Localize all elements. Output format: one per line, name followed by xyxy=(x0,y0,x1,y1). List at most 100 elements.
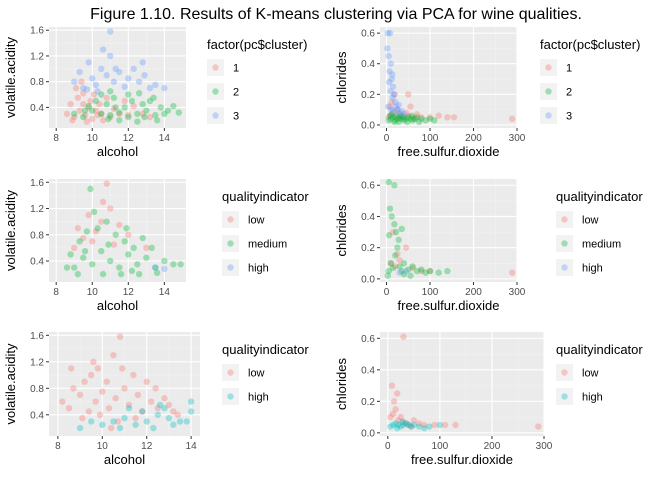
legend-key-point xyxy=(227,369,234,376)
data-point xyxy=(396,263,403,270)
data-point xyxy=(99,46,107,53)
y-tick-label: 0.8 xyxy=(30,230,44,241)
x-tick-label: 100 xyxy=(422,133,439,144)
figure-title: Figure 1.10. Results of K-means clusteri… xyxy=(90,6,582,23)
data-point xyxy=(387,115,395,123)
data-point xyxy=(139,408,146,415)
data-point xyxy=(119,365,126,372)
data-point xyxy=(389,264,397,272)
data-point xyxy=(105,404,113,412)
data-point xyxy=(128,267,136,275)
legend-key-point xyxy=(212,88,219,95)
data-point xyxy=(96,100,103,108)
data-point xyxy=(388,98,395,106)
data-point xyxy=(132,421,139,428)
data-point xyxy=(116,424,124,432)
data-point xyxy=(112,231,119,238)
legend-title: factor(pc$cluster) xyxy=(540,37,640,52)
x-tick-label: 300 xyxy=(509,133,526,144)
data-point xyxy=(444,267,451,275)
y-tick-label: 1.2 xyxy=(30,357,44,368)
data-point xyxy=(402,267,410,275)
y-axis-label: chlorides xyxy=(334,357,349,410)
data-point xyxy=(98,91,105,98)
data-point xyxy=(394,244,401,251)
data-point xyxy=(99,388,106,395)
data-point xyxy=(141,113,148,121)
data-point xyxy=(387,260,395,267)
data-point xyxy=(110,78,118,85)
data-point xyxy=(85,211,92,219)
x-tick-label: 0 xyxy=(385,441,391,452)
data-point xyxy=(103,94,110,101)
data-point xyxy=(170,408,177,415)
data-point xyxy=(385,231,393,239)
data-point xyxy=(409,263,416,270)
legend-key-point xyxy=(227,393,234,400)
data-point xyxy=(130,65,137,73)
data-point xyxy=(152,264,159,271)
legend-label: low xyxy=(582,215,599,227)
data-point xyxy=(112,104,119,111)
data-point xyxy=(150,94,157,101)
data-point xyxy=(402,420,410,427)
y-tick-label: 0.4 xyxy=(361,212,375,223)
data-point xyxy=(399,418,406,426)
data-point xyxy=(71,244,78,252)
x-tick-label: 200 xyxy=(465,287,482,298)
x-tick-label: 8 xyxy=(55,441,61,452)
x-tick-label: 0 xyxy=(384,287,390,298)
data-point xyxy=(384,45,391,52)
y-tick-label: 1.2 xyxy=(30,204,44,215)
data-point xyxy=(421,421,428,429)
legend-key xyxy=(222,388,239,405)
data-point xyxy=(107,52,114,60)
data-point xyxy=(67,251,74,258)
data-point xyxy=(386,112,394,119)
data-point xyxy=(98,110,105,118)
x-axis-label: alcohol xyxy=(97,298,138,313)
data-point xyxy=(78,78,85,85)
data-point xyxy=(92,107,100,114)
chart-panel-3: 8 10 12 14 0.4 0.8 1.2 1.6 alcohol volatile.acidi… xyxy=(3,178,309,313)
data-point xyxy=(384,272,392,279)
y-tick-label: 1.6 xyxy=(30,178,44,189)
data-point xyxy=(99,198,107,206)
chart-panel-1: 8 10 12 140.40.81.21.6alcoholvolatile.acidi… xyxy=(3,26,307,159)
data-point xyxy=(139,59,146,66)
data-point xyxy=(135,270,143,278)
data-point xyxy=(74,270,82,278)
data-point xyxy=(89,75,96,82)
data-point xyxy=(80,84,87,92)
data-point xyxy=(152,385,159,392)
data-point xyxy=(156,401,164,409)
data-point xyxy=(90,91,98,98)
data-point xyxy=(413,114,421,121)
y-tick-label: 0.2 xyxy=(361,90,375,101)
data-point xyxy=(139,234,146,242)
data-point xyxy=(384,29,392,37)
data-point xyxy=(388,382,396,389)
data-point xyxy=(110,418,117,425)
data-point xyxy=(107,257,114,265)
data-point xyxy=(83,86,91,93)
panel-background xyxy=(380,179,517,282)
data-point xyxy=(390,107,397,115)
y-tick-label: 0.4 xyxy=(361,365,375,376)
data-point xyxy=(80,113,87,121)
x-tick-label: 8 xyxy=(53,287,59,298)
legend-key-point xyxy=(212,64,219,71)
data-point xyxy=(146,84,154,92)
data-point xyxy=(103,218,110,225)
y-tick-label: 0.8 xyxy=(30,77,44,88)
y-tick-label: 1.6 xyxy=(30,331,44,342)
data-point xyxy=(407,272,414,279)
data-point xyxy=(404,118,411,126)
legend-key-point xyxy=(545,112,552,119)
data-point xyxy=(387,413,394,421)
data-point xyxy=(161,110,168,118)
data-point xyxy=(112,395,119,402)
y-tick-label: 0.2 xyxy=(361,397,375,408)
data-point xyxy=(389,228,397,236)
